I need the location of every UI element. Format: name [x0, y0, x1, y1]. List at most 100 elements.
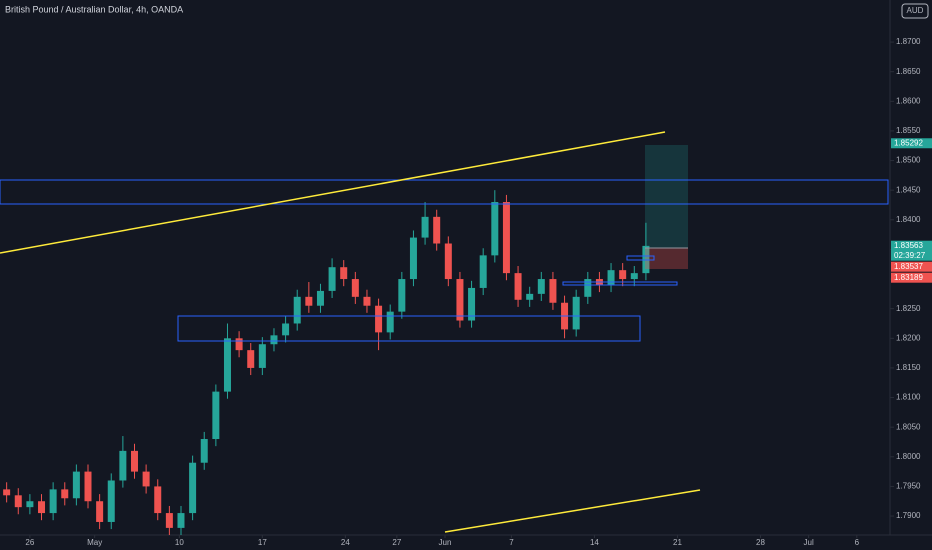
- candle-body: [154, 486, 162, 514]
- y-tick-label: 1.8100: [896, 393, 921, 402]
- candle-body: [514, 273, 522, 300]
- candle-body: [433, 216, 441, 244]
- y-tick-label: 1.8200: [896, 333, 921, 342]
- y-tick-label: 1.8000: [896, 452, 921, 461]
- chart-title: British Pound / Australian Dollar, 4h, O…: [5, 4, 183, 14]
- candle-body: [223, 338, 231, 392]
- candle-body: [3, 489, 11, 496]
- candle-body: [456, 279, 464, 321]
- y-tick-label: 1.8050: [896, 422, 921, 431]
- y-tick-label: 1.8450: [896, 185, 921, 194]
- drawings: [0, 131, 889, 533]
- countdown-label: 02:39:27: [894, 251, 926, 260]
- candle-body: [491, 202, 499, 256]
- x-tick-label: 28: [756, 538, 765, 547]
- candle-body: [165, 513, 173, 528]
- candle-body: [444, 243, 452, 280]
- support-zone[interactable]: [177, 315, 641, 342]
- candle-body: [282, 323, 290, 336]
- x-tick-label: 17: [258, 538, 267, 547]
- y-tick-label: 1.8150: [896, 363, 921, 372]
- candle-body: [340, 267, 348, 280]
- candle-body: [619, 270, 627, 280]
- y-tick-label: 1.8500: [896, 156, 921, 165]
- candle-body: [119, 450, 127, 481]
- candle-body: [49, 489, 57, 514]
- trend-line[interactable]: [0, 131, 666, 254]
- candle-body: [502, 202, 510, 274]
- candle-body: [409, 237, 417, 280]
- candle-body: [549, 279, 557, 303]
- x-tick-label: 24: [341, 538, 350, 547]
- candle-body: [351, 279, 359, 297]
- price-marker: [891, 240, 932, 261]
- x-tick-label: 27: [392, 538, 401, 547]
- y-tick-label: 1.7900: [896, 511, 921, 520]
- candle-body: [630, 273, 638, 280]
- y-tick-label: 1.8550: [896, 126, 921, 135]
- currency-label: AUD: [907, 6, 924, 15]
- small-zone[interactable]: [626, 255, 655, 261]
- candle-body: [293, 296, 301, 324]
- candle-body: [328, 267, 336, 291]
- resistance-zone[interactable]: [0, 179, 889, 205]
- y-tick-label: 1.8600: [896, 96, 921, 105]
- price-marker-label: 1.83189: [894, 273, 923, 282]
- price-marker-label: 1.85292: [894, 138, 923, 147]
- x-tick-label: 14: [590, 538, 599, 547]
- x-tick-label: 7: [509, 538, 514, 547]
- price-marker-label: 1.83563: [894, 241, 923, 250]
- candles: [3, 190, 650, 535]
- x-tick-label: 10: [175, 538, 184, 547]
- price-marker: [891, 272, 932, 283]
- y-tick-label: 1.8700: [896, 37, 921, 46]
- trend-line[interactable]: [444, 489, 701, 533]
- candle-body: [375, 305, 383, 333]
- candle-body: [247, 350, 255, 368]
- candle-body: [38, 501, 46, 514]
- price-marker: [891, 138, 932, 149]
- candle-body: [96, 501, 104, 522]
- candle-body: [107, 480, 115, 522]
- candle-body: [607, 270, 615, 285]
- candle-body: [421, 216, 429, 238]
- candle-body: [537, 279, 545, 294]
- candle-body: [26, 501, 34, 508]
- long-target-zone[interactable]: [645, 145, 688, 248]
- candle-body: [235, 338, 243, 351]
- long-stop-zone[interactable]: [645, 248, 688, 269]
- currency-badge[interactable]: [901, 3, 929, 19]
- candle-body: [363, 296, 371, 306]
- candle-body: [212, 391, 220, 440]
- candle-body: [142, 471, 150, 487]
- candle-body: [84, 471, 92, 502]
- candle-body: [305, 296, 313, 306]
- candle-body: [200, 439, 208, 463]
- small-zone[interactable]: [562, 281, 678, 286]
- y-tick-label: 1.8400: [896, 215, 921, 224]
- candle-body: [526, 293, 534, 300]
- y-tick-label: 1.7950: [896, 482, 921, 491]
- x-tick-label: May: [87, 538, 102, 547]
- x-tick-label: 6: [855, 538, 860, 547]
- candle-body: [270, 335, 278, 345]
- candle-body: [258, 344, 266, 368]
- candle-body: [479, 255, 487, 288]
- candle-body: [14, 495, 22, 508]
- candle-body: [398, 279, 406, 312]
- x-tick-label: Jun: [439, 538, 452, 547]
- price-marker-label: 1.83537: [894, 262, 923, 271]
- x-tick-label: Jul: [804, 538, 814, 547]
- x-tick-label: 21: [673, 538, 682, 547]
- candle-body: [61, 489, 69, 499]
- candle-body: [130, 450, 138, 472]
- candle-body: [316, 290, 324, 306]
- y-tick-label: 1.8250: [896, 304, 921, 313]
- candle-body: [72, 471, 80, 499]
- candle-body: [177, 513, 185, 528]
- price-marker: [891, 261, 932, 272]
- candle-body: [189, 462, 197, 514]
- x-tick-label: 26: [25, 538, 34, 547]
- y-tick-label: 1.8650: [896, 67, 921, 76]
